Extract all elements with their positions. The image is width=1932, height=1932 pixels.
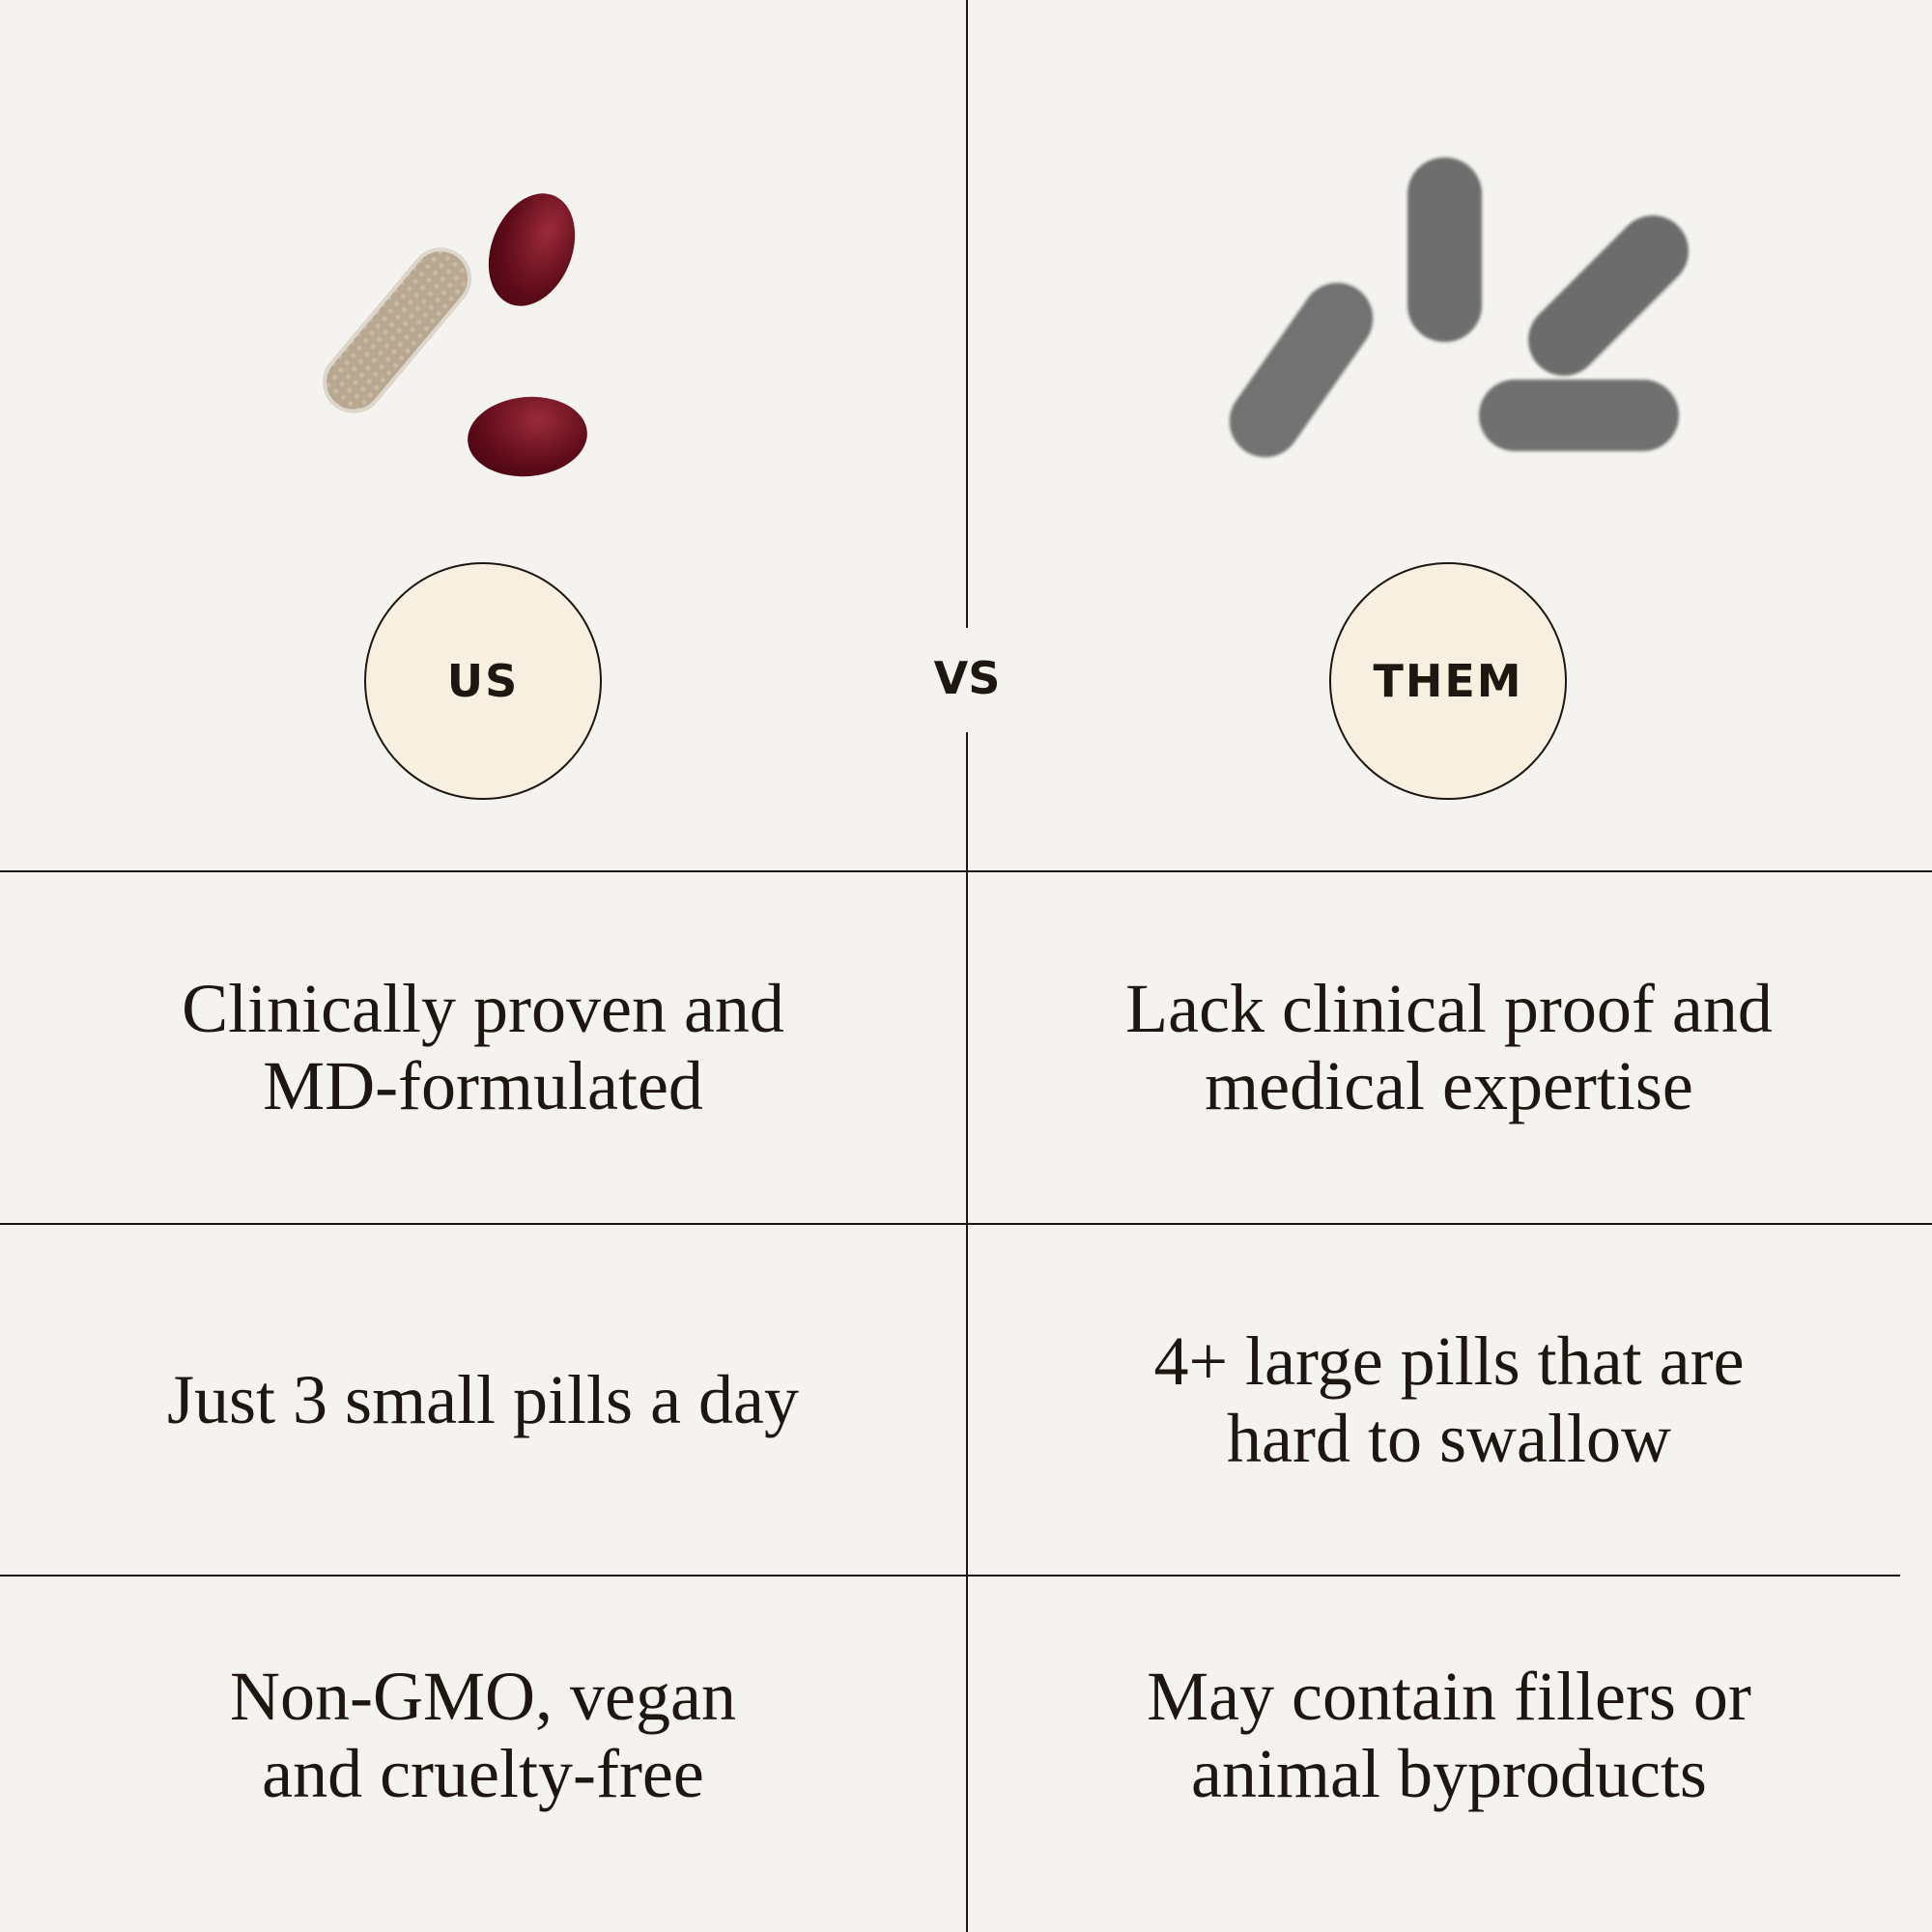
vs-label: VS: [933, 652, 1001, 704]
softgel: [472, 180, 591, 320]
softgel: [464, 391, 591, 482]
us-claim: Clinically proven and MD-formulated: [182, 970, 784, 1124]
gray-capsule: [1407, 157, 1482, 342]
them-cell: 4+ large pills that are hard to swallow: [966, 1224, 1932, 1575]
center-divider-bottom: [966, 732, 968, 1932]
us-badge: US: [364, 562, 602, 800]
row-divider: [0, 870, 1932, 872]
them-badge: THEM: [1329, 562, 1567, 800]
row-divider: [0, 1223, 1932, 1225]
clear-capsule: [309, 235, 485, 426]
them-claim: May contain fillers or animal byproducts: [1147, 1658, 1751, 1812]
gray-capsule: [1215, 269, 1387, 471]
them-cell: Lack clinical proof and medical expertis…: [966, 871, 1932, 1223]
us-claim: Non-GMO, vegan and cruelty-free: [230, 1658, 736, 1812]
us-claim: Just 3 small pills a day: [167, 1360, 799, 1438]
them-cell: May contain fillers or animal byproducts: [966, 1576, 1932, 1894]
us-cell: Non-GMO, vegan and cruelty-free: [0, 1576, 966, 1894]
us-cell: Just 3 small pills a day: [0, 1224, 966, 1575]
them-label: THEM: [1373, 655, 1523, 707]
them-claim: 4+ large pills that are hard to swallow: [1153, 1321, 1745, 1477]
row-divider: [0, 1575, 1900, 1577]
them-claim: Lack clinical proof and medical expertis…: [1125, 970, 1773, 1124]
gray-capsule: [1479, 380, 1679, 451]
us-cell: Clinically proven and MD-formulated: [0, 871, 966, 1223]
us-label: US: [446, 655, 520, 707]
gray-capsule: [1513, 200, 1704, 391]
center-divider-top: [966, 0, 968, 628]
